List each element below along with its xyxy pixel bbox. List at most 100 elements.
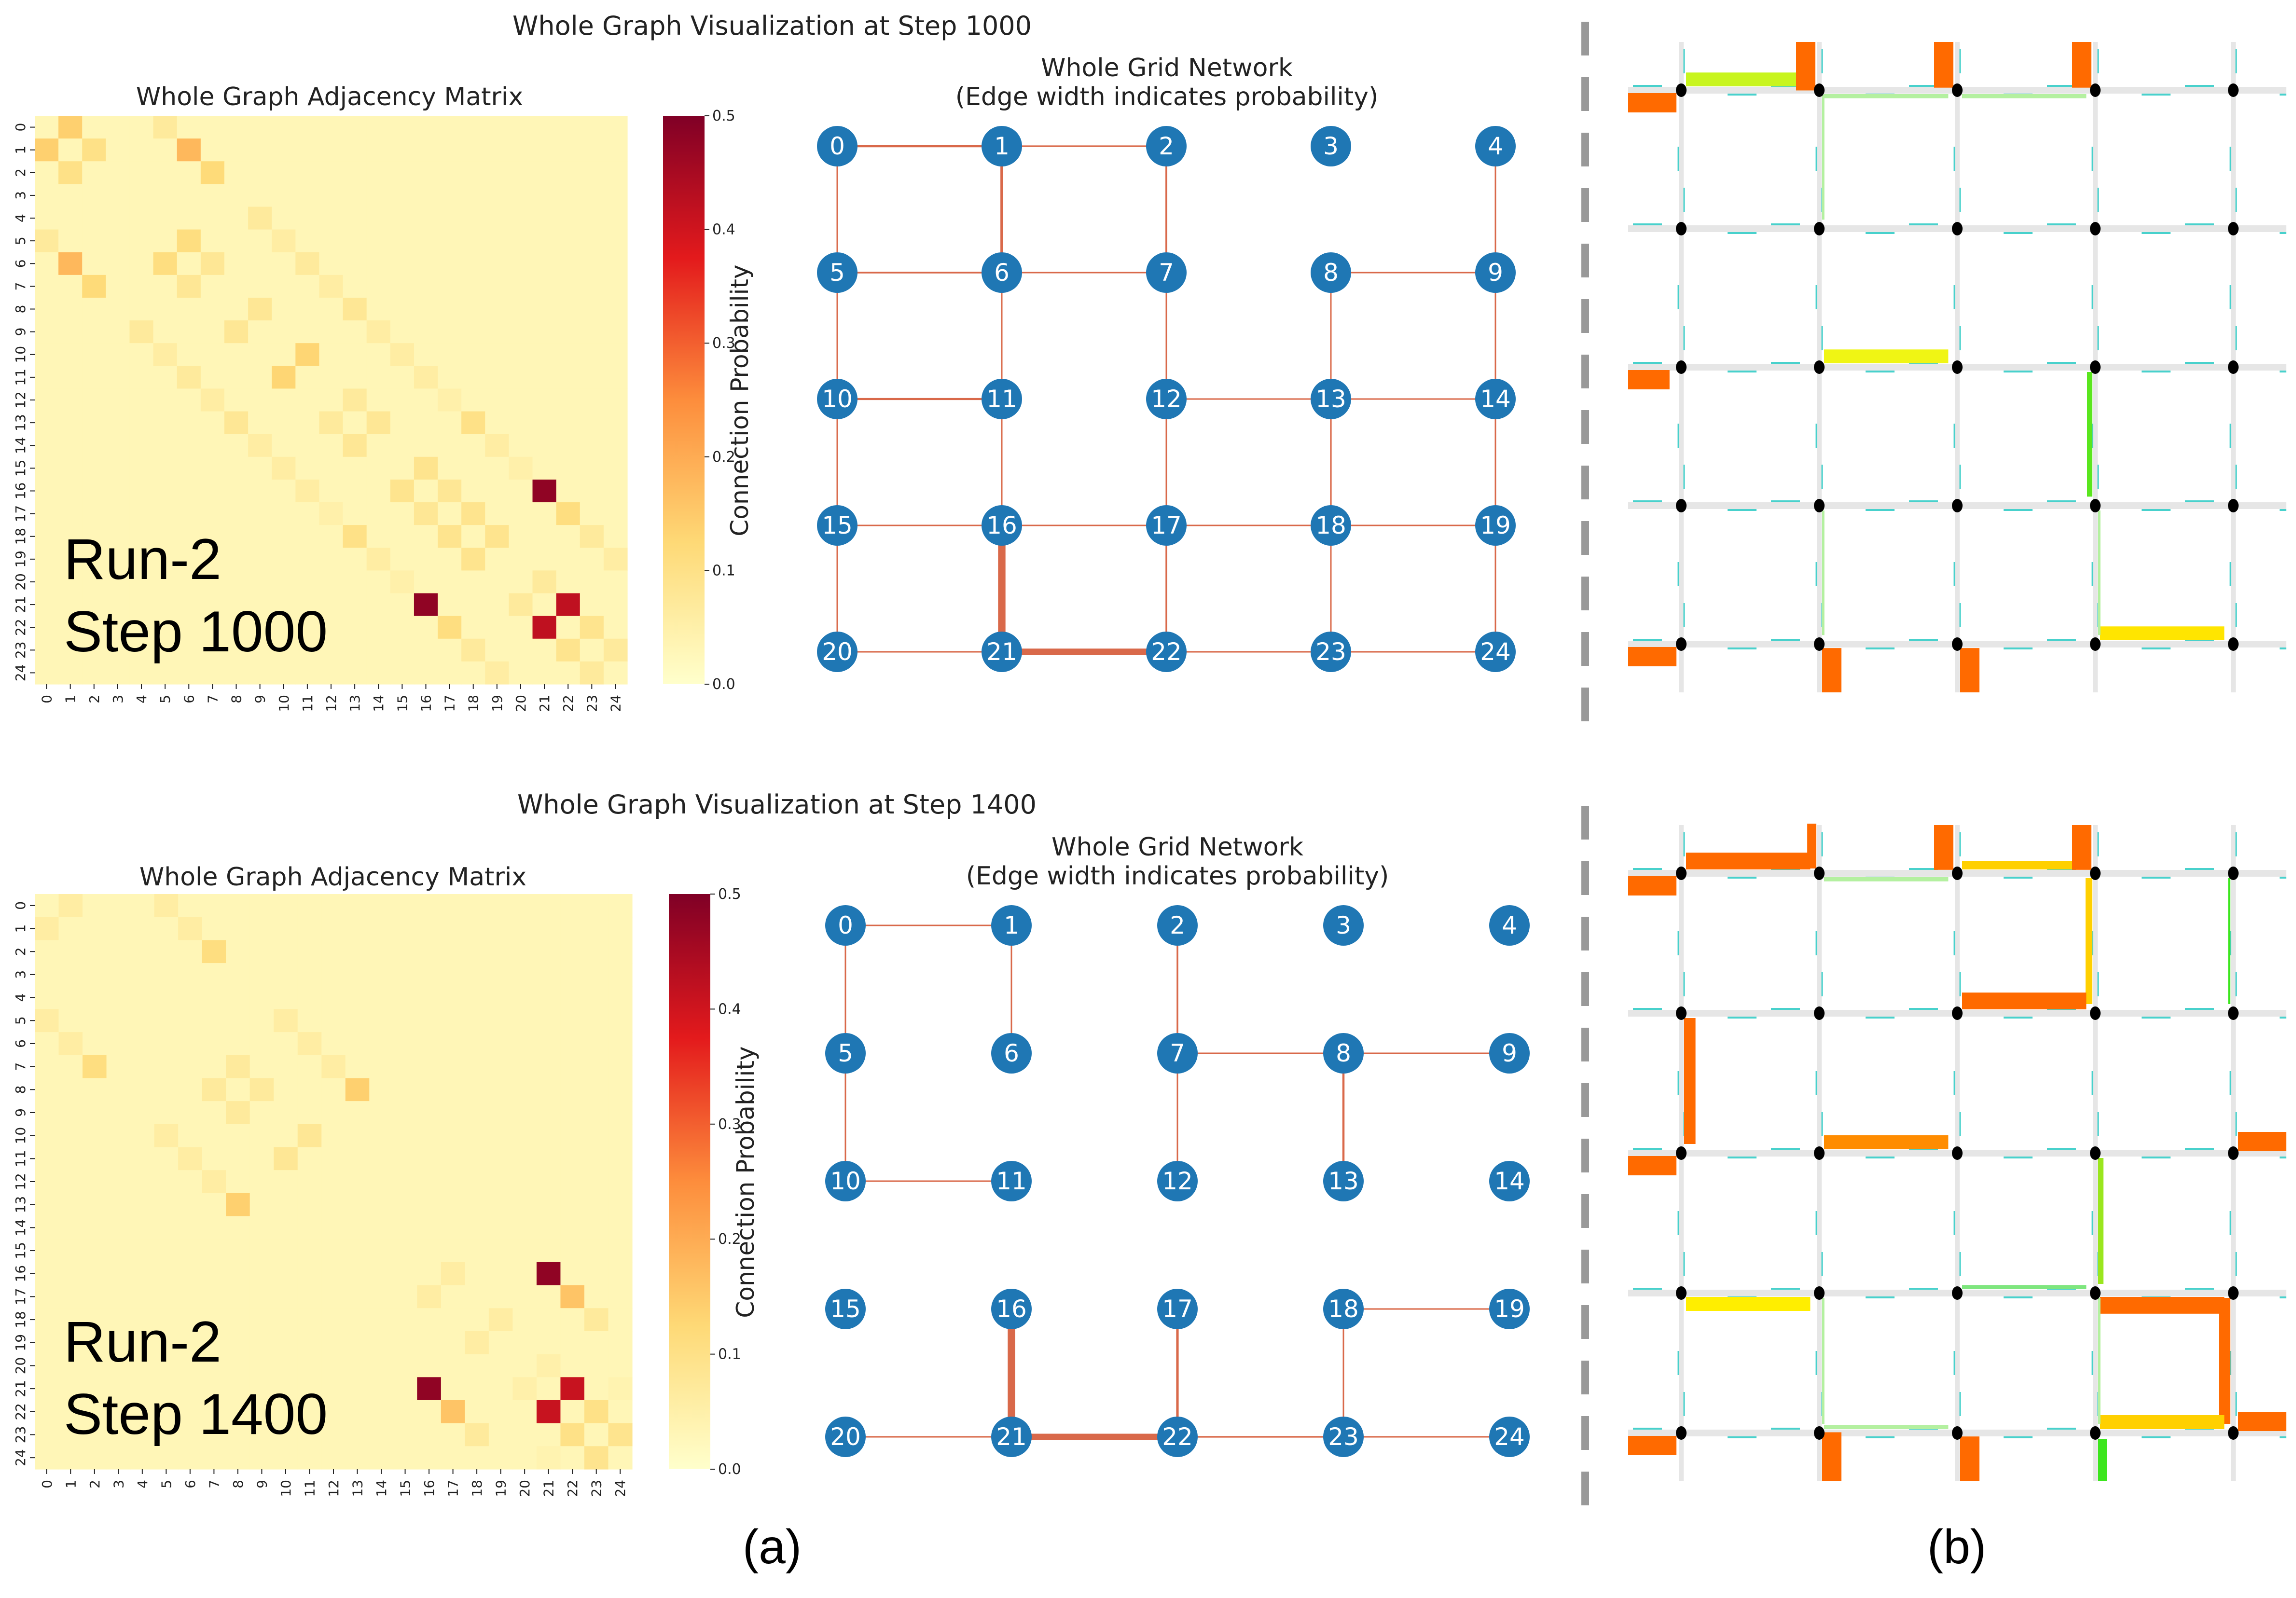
heatmap-cell-23-23	[584, 1423, 609, 1446]
traffic-flow-vertical	[2219, 1298, 2230, 1424]
heatmap-cell-18-4	[129, 525, 154, 548]
heatmap-cell-7-20	[509, 275, 533, 298]
traffic-flow-vertical	[2087, 372, 2092, 497]
heatmap-cell-4-6	[177, 207, 201, 230]
heatmap-cell-2-5	[154, 940, 179, 964]
heatmap-cell-8-19	[485, 297, 509, 321]
x-tick-label: 9	[252, 695, 268, 703]
heatmap-cell-2-5	[153, 161, 178, 184]
heatmap-cell-24-3	[106, 661, 130, 685]
heatmap-cell-18-0	[35, 525, 59, 548]
heatmap-cell-0-6	[177, 116, 201, 139]
network-node-label: 10	[822, 385, 853, 413]
heatmap-cell-4-10	[274, 986, 298, 1009]
heatmap-cell-5-2	[83, 1009, 107, 1033]
x-tick-label: 0	[39, 1480, 55, 1488]
network-node-label: 2	[1159, 132, 1174, 160]
traffic-flow-horizontal	[1686, 853, 1811, 869]
heatmap-cell-8-18	[461, 297, 485, 321]
heatmap-cell-21-11	[295, 593, 320, 617]
heatmap-cell-13-21	[532, 411, 557, 435]
heatmap-cell-1-12	[319, 138, 344, 162]
heatmap-cell-4-16	[414, 207, 438, 230]
colorbar-gradient	[663, 116, 705, 684]
heatmap-cell-1-6	[178, 917, 203, 940]
heatmap-cell-19-12	[321, 1331, 346, 1355]
heatmap-cell-14-14	[369, 1216, 394, 1240]
heatmap-cell-10-7	[202, 1124, 226, 1148]
heatmap-cell-17-23	[584, 1285, 609, 1309]
heatmap-cell-17-11	[297, 1285, 322, 1309]
heatmap-cell-22-7	[200, 616, 225, 639]
heatmap-cell-11-4	[130, 1147, 155, 1171]
heatmap-cell-7-22	[560, 1055, 585, 1079]
heatmap-cell-8-2	[83, 1078, 107, 1102]
heatmap-cell-22-20	[509, 616, 533, 639]
x-tick-label: 1	[63, 1480, 79, 1488]
heatmap-cell-10-4	[130, 1124, 155, 1148]
heatmap-cell-24-9	[248, 661, 272, 685]
heatmap-cell-12-0	[35, 1170, 59, 1194]
heatmap-cell-20-5	[153, 570, 178, 594]
heatmap-cell-13-4	[129, 411, 154, 435]
heatmap-cell-20-6	[178, 1354, 203, 1378]
colorbar-gradient	[669, 894, 710, 1469]
heatmap-cell-5-20	[512, 1009, 537, 1033]
heatmap-cell-17-19	[488, 1285, 513, 1309]
heatmap-cell-18-0	[35, 1308, 59, 1332]
heatmap-cell-4-7	[202, 986, 226, 1009]
y-tick-label: 9	[13, 328, 28, 336]
heatmap-cell-4-0	[35, 207, 59, 230]
heatmap-cell-0-0	[35, 894, 59, 918]
colorbar-label-top: Connection Probability	[726, 264, 754, 536]
heatmap-cell-22-22	[560, 1400, 585, 1424]
network-node-10	[817, 379, 858, 419]
heatmap-cell-4-1	[58, 986, 83, 1009]
heatmap-cell-21-17	[438, 593, 462, 617]
heatmap-cell-23-18	[465, 1423, 489, 1446]
heatmap-cell-4-19	[485, 207, 509, 230]
heatmap-cell-14-0	[35, 1216, 59, 1240]
heatmap-cell-17-14	[369, 1285, 394, 1309]
y-tick-label: 17	[13, 1288, 28, 1306]
heatmap-cell-14-11	[295, 434, 320, 457]
heatmap-cell-9-24	[608, 1101, 633, 1125]
x-tick-label: 23	[589, 1480, 605, 1497]
heatmap-cell-6-24	[608, 1032, 633, 1056]
heatmap-cell-24-18	[461, 661, 485, 685]
panel-title-bottom: Whole Graph Visualization at Step 1400	[517, 789, 1037, 820]
heatmap-cell-21-13	[345, 1377, 370, 1401]
queue-bottom	[1960, 1436, 1979, 1481]
heatmap-cell-1-0	[35, 138, 59, 162]
heatmap-cell-4-22	[560, 986, 585, 1009]
heatmap-cell-16-21	[536, 1262, 561, 1286]
heatmap-cell-3-1	[58, 963, 83, 987]
heatmap-cell-16-4	[130, 1262, 155, 1286]
heatmap-cell-14-5	[154, 1216, 179, 1240]
heatmap-cell-9-21	[536, 1101, 561, 1125]
heatmap-cell-17-24	[608, 1285, 633, 1309]
heatmap-cell-15-16	[417, 1239, 442, 1263]
heatmap-cell-3-3	[106, 963, 131, 987]
heatmap-cell-1-13	[345, 917, 370, 940]
heatmap-cell-16-12	[319, 479, 344, 503]
heatmap-cell-5-7	[200, 229, 225, 253]
heatmap-cell-15-20	[512, 1239, 537, 1263]
heatmap-cell-24-15	[390, 661, 415, 685]
heatmap-cell-0-23	[580, 116, 604, 139]
heatmap-cell-0-11	[295, 116, 320, 139]
heatmap-cell-18-17	[441, 1308, 465, 1332]
heatmap-cell-15-22	[560, 1239, 585, 1263]
heatmap-cell-0-17	[438, 116, 462, 139]
label-b: (b)	[1927, 1520, 1986, 1574]
heatmap-cell-1-8	[226, 917, 250, 940]
heatmap-cell-9-17	[441, 1101, 465, 1125]
heatmap-cell-3-22	[556, 184, 581, 207]
heatmap-cell-20-20	[512, 1354, 537, 1378]
heatmap-cell-7-6	[178, 1055, 203, 1079]
heatmap-cell-24-16	[414, 661, 438, 685]
heatmap-cell-23-1	[58, 1423, 83, 1446]
network-node-label: 11	[986, 385, 1017, 413]
heatmap-cell-14-22	[556, 434, 581, 457]
heatmap-cell-4-19	[488, 986, 513, 1009]
